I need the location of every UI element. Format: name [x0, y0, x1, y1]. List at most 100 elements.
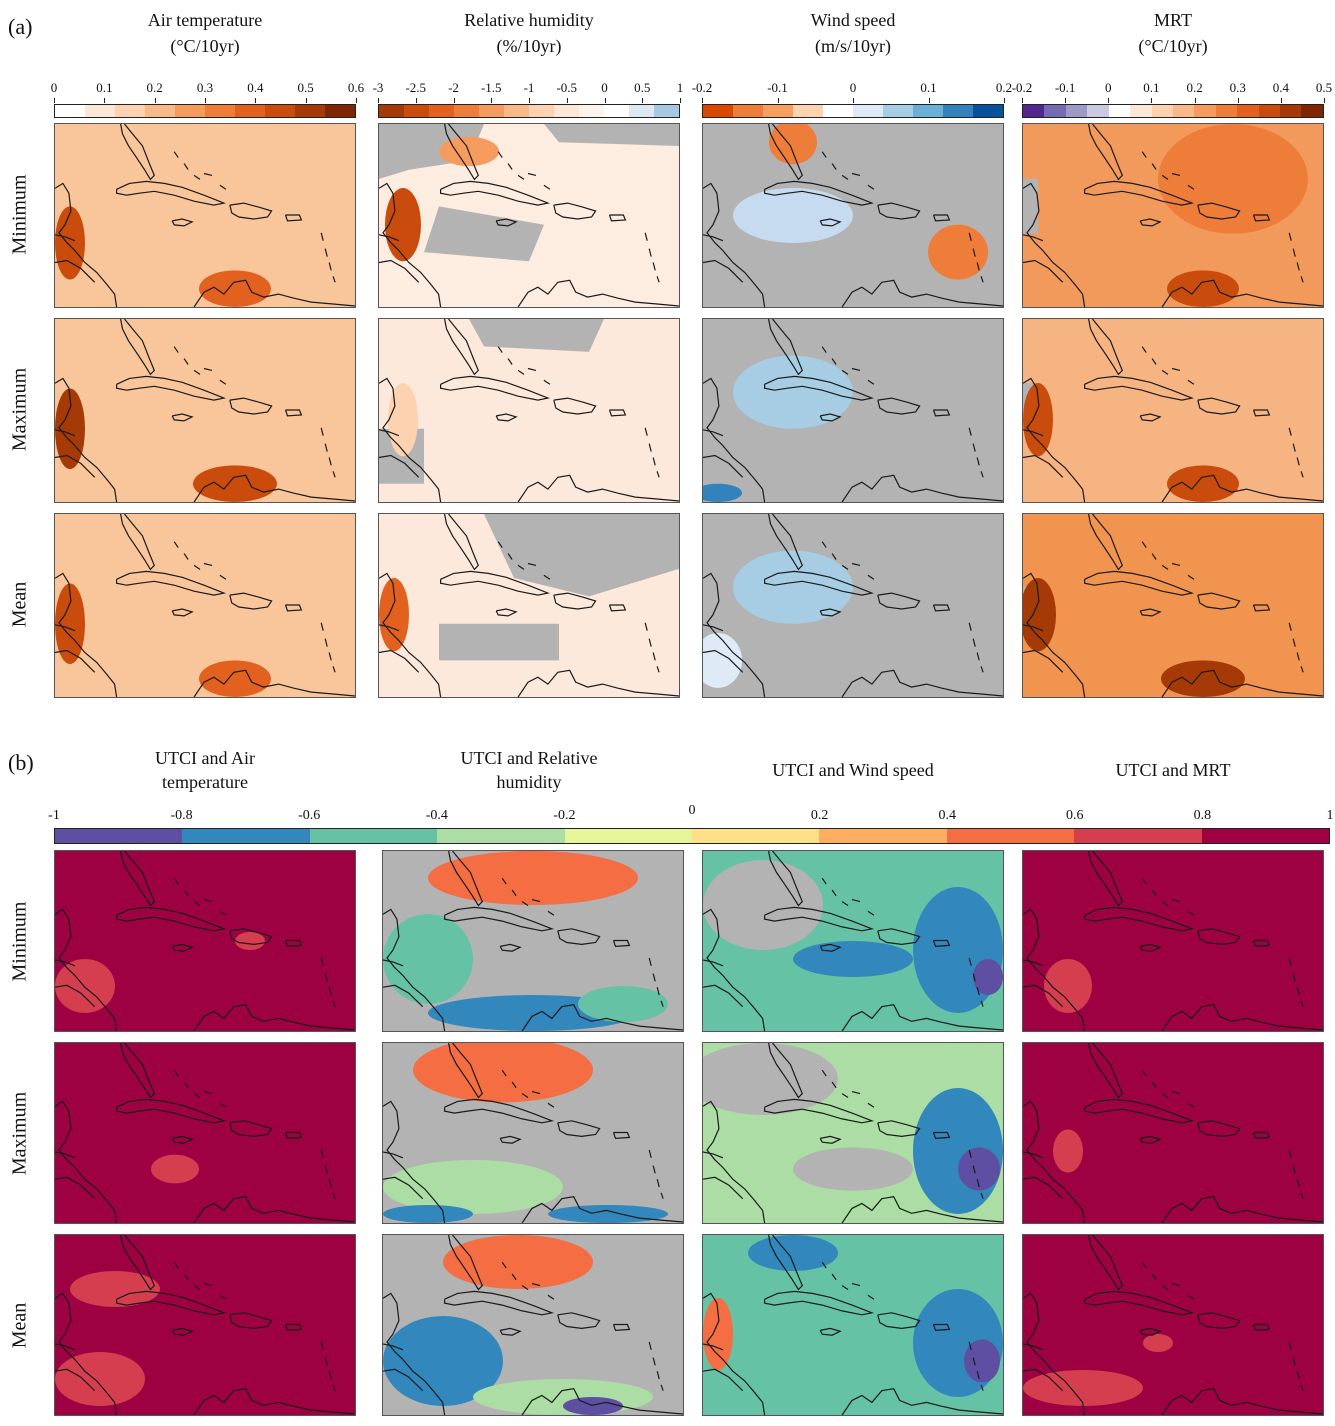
- colorbar-bin: [763, 105, 793, 117]
- coastline: [55, 984, 96, 1008]
- map-anomaly-patch: [1167, 465, 1239, 502]
- coastline: [841, 1285, 849, 1291]
- colorbar: [378, 104, 680, 118]
- coastline: [55, 1292, 118, 1415]
- colorbar-tick: [104, 98, 106, 103]
- coastline: [1171, 367, 1181, 371]
- map-panel: [1022, 850, 1324, 1032]
- colorbar-bin: [703, 105, 733, 117]
- coastline: [1088, 1043, 1124, 1099]
- panel-a-label: (a): [8, 14, 33, 39]
- map-panel: [54, 513, 356, 698]
- colorbar-bin: [1237, 105, 1259, 117]
- coastline: [1139, 1327, 1162, 1336]
- coastline: [1171, 562, 1181, 566]
- coastline: [1161, 669, 1323, 697]
- coastline: [1023, 1100, 1086, 1223]
- colorbar-tick-label: 0.2: [810, 808, 829, 823]
- column-unit: (%/10yr): [496, 36, 562, 56]
- column-unit: (°C/10yr): [170, 36, 240, 56]
- coastline: [1023, 984, 1064, 1008]
- coastline: [656, 471, 660, 478]
- map-svg: [55, 1235, 355, 1415]
- coastline: [652, 262, 656, 271]
- coastline: [1197, 397, 1241, 415]
- column-title: UTCI and Air: [155, 748, 255, 768]
- coastline: [1141, 1069, 1147, 1077]
- colorbar-bin: [629, 105, 654, 117]
- coastline: [841, 901, 849, 907]
- coastline: [379, 429, 400, 437]
- coastline: [324, 248, 328, 257]
- colorbar-bin: [793, 105, 823, 117]
- column-title: UTCI and Relative: [460, 748, 598, 768]
- coastline: [660, 1192, 664, 1199]
- coastline: [379, 454, 420, 478]
- map-panel: [382, 1042, 684, 1224]
- coastline: [284, 604, 303, 612]
- colorbar-tick-label: 1: [676, 80, 684, 95]
- coastline: [703, 454, 744, 478]
- coastline: [877, 202, 921, 220]
- colorbar-bin: [325, 105, 355, 117]
- colorbar-bin: [733, 105, 763, 117]
- coastline: [383, 1292, 446, 1415]
- coastline: [819, 1135, 842, 1144]
- coastline: [1161, 901, 1169, 907]
- coastline: [1088, 124, 1124, 181]
- coastline: [831, 1081, 837, 1089]
- coastline: [183, 1273, 189, 1281]
- coastline: [608, 409, 627, 417]
- coastline: [332, 471, 336, 478]
- coastline: [193, 1285, 201, 1291]
- colorbar-bin: [504, 105, 529, 117]
- coastline: [553, 202, 597, 220]
- coastline: [841, 1196, 1003, 1223]
- colorbar-bin: [454, 105, 479, 117]
- coastline: [612, 939, 631, 948]
- coastline: [511, 889, 517, 897]
- coastline: [652, 1357, 656, 1366]
- coastline: [444, 514, 480, 571]
- coastline: [608, 604, 627, 612]
- coastline: [648, 443, 652, 452]
- map-panel: [702, 318, 1004, 503]
- map-panel: [1022, 1042, 1324, 1224]
- coastline: [703, 649, 744, 673]
- map-anomaly-patch: [1023, 383, 1053, 457]
- map-svg: [703, 1043, 1003, 1223]
- coastline: [1161, 474, 1323, 502]
- coastline: [517, 669, 679, 697]
- colorbar-tick-label: 0.6: [347, 80, 365, 95]
- colorbar-tick-label: -0.8: [170, 808, 193, 823]
- coastline: [1252, 604, 1271, 612]
- coastline: [173, 877, 179, 885]
- coastline: [448, 1043, 484, 1099]
- coastline: [507, 163, 513, 170]
- colorbar-bin: [692, 829, 820, 843]
- no-data-region: [379, 124, 484, 179]
- colorbar-tick: [566, 98, 568, 103]
- map-panel: [702, 513, 1004, 698]
- coastline: [219, 184, 227, 190]
- coastline: [980, 1384, 984, 1391]
- colorbar-bin: [1023, 105, 1045, 117]
- coastline: [332, 1000, 336, 1007]
- coastline: [1023, 908, 1086, 1031]
- column-unit: (m/s/10yr): [815, 36, 891, 56]
- map-svg: [55, 851, 355, 1031]
- coastline: [1288, 1149, 1292, 1158]
- colorbar-tick: [491, 98, 493, 103]
- coastline: [1292, 638, 1296, 647]
- coastline: [768, 514, 804, 571]
- coastline: [1187, 574, 1195, 580]
- map-anomaly-patch: [928, 224, 988, 280]
- coastline: [1300, 1000, 1304, 1007]
- coastline: [1084, 375, 1195, 401]
- column-title-line2: humidity: [496, 772, 562, 792]
- colorbar-bin: [853, 105, 883, 117]
- map-anomaly-patch: [733, 550, 853, 624]
- coastline: [703, 984, 744, 1008]
- row-label: Mean: [8, 581, 31, 628]
- coastline: [1084, 570, 1195, 596]
